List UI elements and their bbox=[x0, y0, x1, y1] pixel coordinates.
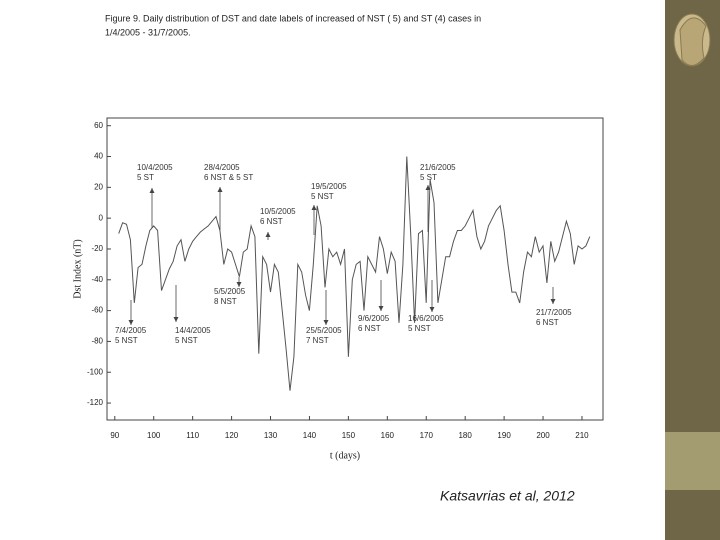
arrow-head bbox=[550, 299, 556, 304]
annotation: 5 NST bbox=[311, 192, 334, 201]
arrow-head bbox=[149, 188, 155, 193]
annotation: 28/4/2005 bbox=[204, 163, 240, 172]
x-tick-label: 120 bbox=[225, 431, 239, 440]
x-tick-label: 90 bbox=[110, 431, 119, 440]
caption: Figure 9. Daily distribution of DST and … bbox=[105, 13, 481, 23]
y-tick-label: -60 bbox=[91, 306, 103, 315]
arrow-head bbox=[217, 187, 223, 192]
annotation: 5 NST bbox=[175, 336, 198, 345]
annotation: 14/4/2005 bbox=[175, 326, 211, 335]
annotation: 6 NST bbox=[358, 324, 381, 333]
y-tick-label: 20 bbox=[94, 182, 103, 191]
annotation: 6 NST bbox=[260, 217, 283, 226]
annotation: 10/5/2005 bbox=[260, 207, 296, 216]
annotation: 7/4/2005 bbox=[115, 326, 147, 335]
annotation: 16/6/2005 bbox=[408, 314, 444, 323]
x-tick-label: 160 bbox=[381, 431, 395, 440]
arrow-head bbox=[236, 282, 242, 287]
x-tick-label: 110 bbox=[186, 431, 199, 440]
caption: 1/4/2005 - 31/7/2005. bbox=[105, 27, 191, 37]
annotation: 6 NST bbox=[536, 318, 559, 327]
arrow-head bbox=[128, 320, 134, 325]
x-tick-label: 190 bbox=[497, 431, 511, 440]
credit: Katsavrias et al, 2012 bbox=[440, 488, 575, 504]
x-tick-label: 210 bbox=[575, 431, 589, 440]
x-tick-label: 100 bbox=[147, 431, 161, 440]
y-tick-label: -20 bbox=[91, 244, 103, 253]
arrow-head bbox=[378, 306, 384, 311]
y-tick-label: -80 bbox=[91, 337, 103, 346]
y-tick-label: -40 bbox=[91, 275, 103, 284]
x-tick-label: 140 bbox=[303, 431, 317, 440]
y-tick-label: 60 bbox=[94, 121, 103, 130]
x-tick-label: 130 bbox=[264, 431, 278, 440]
y-tick-label: 0 bbox=[99, 213, 104, 222]
annotation: 21/7/2005 bbox=[536, 308, 572, 317]
arrow-head bbox=[265, 232, 271, 237]
annotation: 25/5/2005 bbox=[306, 326, 342, 335]
arrow-head bbox=[429, 307, 435, 312]
y-axis-label: Dst Index (nT) bbox=[72, 239, 83, 298]
annotation: 5 ST bbox=[420, 173, 437, 182]
x-tick-label: 200 bbox=[536, 431, 550, 440]
annotation: 10/4/2005 bbox=[137, 163, 173, 172]
annotation: 5 ST bbox=[137, 173, 154, 182]
data-line bbox=[118, 156, 591, 391]
annotation: 5 NST bbox=[115, 336, 138, 345]
annotation: 6 NST & 5 ST bbox=[204, 173, 253, 182]
annotation: 21/6/2005 bbox=[420, 163, 456, 172]
annotation: 9/6/2005 bbox=[358, 314, 390, 323]
plot-frame bbox=[106, 117, 604, 421]
y-tick-label: -100 bbox=[87, 367, 104, 376]
y-tick-label: -120 bbox=[87, 398, 104, 407]
y-tick-label: 40 bbox=[94, 152, 103, 161]
x-tick-label: 170 bbox=[420, 431, 434, 440]
logo bbox=[673, 13, 711, 67]
annotation: 5 NST bbox=[408, 324, 431, 333]
annotation: 5/5/2005 bbox=[214, 287, 246, 296]
sidebar-block bbox=[665, 432, 720, 490]
arrow-head bbox=[173, 317, 179, 322]
arrow-head bbox=[425, 185, 431, 190]
x-tick-label: 180 bbox=[458, 431, 472, 440]
x-axis-label: t (days) bbox=[330, 450, 360, 461]
arrow-head bbox=[311, 205, 317, 210]
annotation: 8 NST bbox=[214, 297, 237, 306]
x-tick-label: 150 bbox=[342, 431, 356, 440]
annotation: 19/5/2005 bbox=[311, 182, 347, 191]
arrow-head bbox=[323, 320, 329, 325]
annotation: 7 NST bbox=[306, 336, 329, 345]
